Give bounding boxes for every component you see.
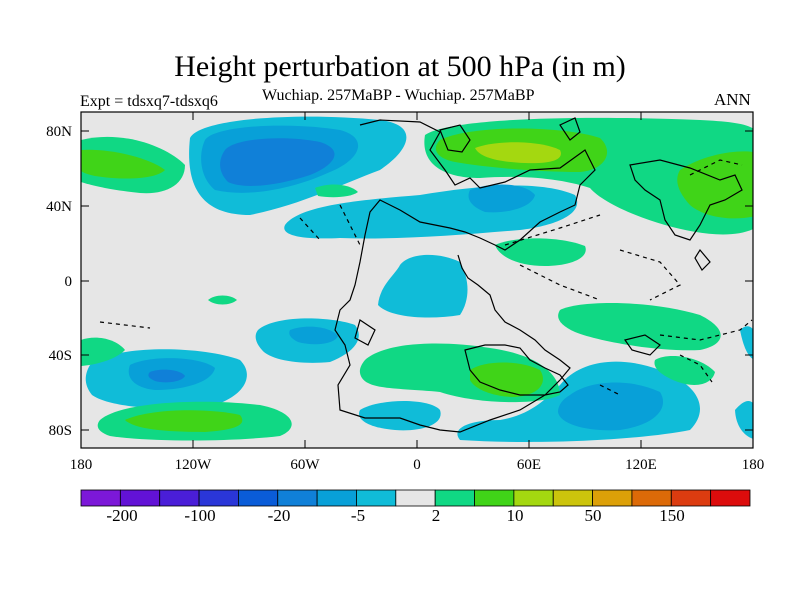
coastline-east — [694, 248, 711, 271]
colorbar-swatch — [80, 489, 121, 507]
coastline-north — [439, 124, 471, 153]
colorbar-swatch — [631, 489, 672, 507]
colorbar-label: -5 — [350, 506, 366, 525]
colorbar-label: -100 — [184, 506, 216, 525]
lon-tick-label: 120W — [175, 457, 213, 473]
colorbar-label: -20 — [267, 506, 291, 525]
colorbar-swatch — [710, 489, 751, 507]
coastline-south — [624, 334, 661, 356]
contour-deep-blue — [148, 369, 185, 383]
colorbar-swatch — [434, 489, 475, 507]
contour-light-blue — [740, 326, 753, 359]
island-chain — [659, 319, 753, 341]
contour-mid-blue — [468, 184, 535, 213]
island-chain — [599, 384, 621, 396]
colorbar-swatch — [395, 489, 436, 507]
chart-title: Height perturbation at 500 hPa (in m) — [174, 50, 626, 83]
island-chain — [299, 217, 321, 241]
experiment-label: Expt = tdsxq7-tdsxq6 — [80, 93, 218, 110]
tick-marks — [80, 112, 754, 448]
lat-tick-label: 80S — [49, 423, 72, 439]
contour-green — [470, 362, 543, 397]
contour-mid-blue — [289, 326, 338, 345]
lat-tick-label: 80N — [46, 124, 72, 140]
colorbar-label: 10 — [506, 506, 524, 525]
coastline-east — [629, 159, 743, 241]
coastline-south — [354, 319, 376, 346]
colorbar-label: 50 — [584, 506, 602, 525]
contour-green — [677, 151, 753, 219]
colorbar-swatch — [356, 489, 397, 507]
coastline-south — [464, 344, 569, 396]
contour-yellow-green — [475, 142, 561, 164]
colorbar-swatch — [592, 489, 633, 507]
coastline-north — [559, 117, 581, 141]
island-chain — [504, 214, 601, 246]
colorbar-swatch — [159, 489, 200, 507]
colorbar-swatch — [238, 489, 279, 507]
contour-light-green — [558, 303, 721, 351]
coastline-main — [334, 119, 596, 433]
lon-tick-label: 60W — [290, 457, 320, 473]
colorbar-swatch — [277, 489, 318, 507]
lat-tick-label: 40N — [46, 199, 72, 215]
colorbar — [80, 489, 751, 507]
island-chain — [689, 159, 743, 176]
lon-tick-label: 180 — [742, 457, 765, 473]
colorbar-swatch — [670, 489, 712, 507]
contour-light-green — [208, 295, 237, 305]
contour-mid-blue — [558, 382, 664, 431]
lon-axis: 180 120W 60W 0 60E 120E 180 — [70, 457, 765, 473]
lon-tick-label: 0 — [413, 457, 421, 473]
coastlines — [334, 117, 743, 433]
subtitle: Wuchiap. 257MaBP - Wuchiap. 257MaBP — [262, 87, 535, 104]
colorbar-label: 2 — [431, 506, 441, 525]
island-chain — [519, 264, 601, 301]
contour-deep-blue — [220, 138, 335, 186]
island-chains — [99, 159, 753, 396]
lon-tick-label: 180 — [70, 457, 93, 473]
colorbar-label: -200 — [106, 506, 138, 525]
contour-green — [125, 410, 243, 432]
colorbar-swatch — [119, 489, 161, 507]
contour-field — [81, 112, 753, 448]
contour-light-green — [654, 356, 715, 385]
lon-tick-label: 60E — [517, 457, 541, 473]
colorbar-swatch — [316, 489, 357, 507]
contour-green — [81, 149, 165, 179]
contour-light-green — [495, 238, 586, 266]
contour-light-green — [315, 184, 358, 198]
colorbar-swatch — [474, 489, 515, 507]
colorbar-swatch — [198, 489, 239, 507]
island-chain — [619, 249, 681, 301]
contour-light-blue — [378, 254, 468, 318]
contour-light-blue — [735, 401, 753, 439]
lat-tick-label: 40S — [49, 348, 72, 364]
colorbar-swatch — [552, 489, 593, 507]
contour-light-green — [81, 337, 125, 366]
contour-light-blue — [359, 401, 441, 431]
colorbar-swatch — [513, 489, 554, 507]
lon-tick-label: 120E — [625, 457, 657, 473]
lat-tick-label: 0 — [65, 274, 73, 290]
season-label: ANN — [714, 90, 751, 109]
island-chain — [99, 321, 151, 329]
lat-axis: 80N 40N 0 40S 80S — [46, 124, 72, 439]
colorbar-label: 150 — [659, 506, 685, 525]
